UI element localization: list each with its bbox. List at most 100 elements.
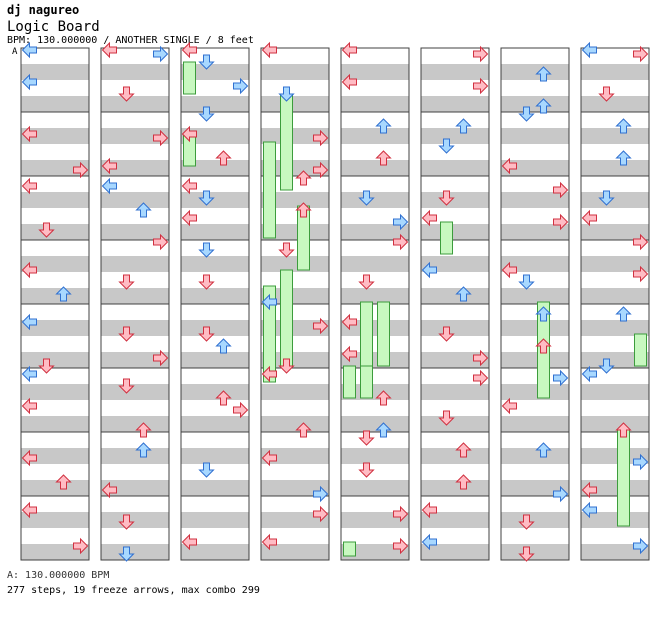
beat-stripe: [341, 512, 409, 528]
beat-stripe: [501, 288, 569, 304]
beat-stripe: [181, 320, 249, 336]
right-arrow-note: [313, 317, 329, 335]
beat-stripe: [581, 480, 649, 496]
beat-stripe: [581, 512, 649, 528]
beat-stripe: [421, 192, 489, 208]
beat-stripe: [21, 288, 89, 304]
beat-stripe: [581, 448, 649, 464]
beat-stripe: [21, 352, 89, 368]
panel-border: [580, 47, 650, 561]
beat-stripe: [341, 64, 409, 80]
beat-stripe: [181, 128, 249, 144]
left-arrow-note: [261, 41, 277, 59]
beat-stripe: [101, 96, 169, 112]
right-arrow-note: [153, 129, 169, 147]
beat-stripe: [581, 96, 649, 112]
left-arrow-note: [341, 73, 357, 91]
right-arrow-note: [553, 213, 569, 231]
panel-border: [180, 47, 250, 561]
beat-stripe: [181, 544, 249, 560]
up-arrow-note: [455, 118, 472, 134]
beat-stripe: [181, 480, 249, 496]
up-arrow-note: [135, 202, 152, 218]
down-arrow-note: [198, 54, 215, 70]
beat-stripe: [501, 64, 569, 80]
left-arrow-note: [21, 365, 37, 383]
beat-stripe: [21, 224, 89, 240]
left-arrow-note: [261, 293, 277, 311]
left-arrow-note: [581, 365, 597, 383]
down-arrow-note: [598, 86, 615, 102]
beat-stripe: [581, 224, 649, 240]
up-arrow-note: [375, 422, 392, 438]
beat-stripe: [501, 352, 569, 368]
beat-stripe: [101, 224, 169, 240]
beat-stripe: [21, 64, 89, 80]
up-arrow-note: [615, 306, 632, 322]
left-arrow-note: [21, 41, 37, 59]
up-arrow-note: [615, 150, 632, 166]
freeze-arrow: [360, 301, 373, 367]
beat-stripe: [261, 96, 329, 112]
left-arrow-note: [101, 481, 117, 499]
right-arrow-note: [313, 129, 329, 147]
song-title: Logic Board: [7, 19, 100, 35]
beat-stripe: [181, 256, 249, 272]
beat-stripe: [421, 64, 489, 80]
panel-border: [100, 47, 170, 561]
chart-stats: 277 steps, 19 freeze arrows, max combo 2…: [7, 585, 260, 596]
up-arrow-note: [55, 474, 72, 490]
beat-stripe: [181, 160, 249, 176]
beat-stripe: [341, 448, 409, 464]
beat-stripe: [341, 192, 409, 208]
down-arrow-note: [118, 86, 135, 102]
beat-stripe: [341, 480, 409, 496]
left-arrow-note: [101, 157, 117, 175]
right-arrow-note: [153, 233, 169, 251]
beat-stripe: [341, 224, 409, 240]
beat-stripe: [581, 128, 649, 144]
up-arrow-note: [135, 422, 152, 438]
down-arrow-note: [118, 514, 135, 530]
freeze-arrow: [263, 141, 276, 239]
freeze-arrow: [280, 93, 293, 191]
down-arrow-note: [278, 358, 295, 374]
beat-stripe: [421, 416, 489, 432]
up-arrow-note: [55, 286, 72, 302]
beat-stripe: [21, 96, 89, 112]
up-arrow-note: [215, 338, 232, 354]
beat-stripe: [341, 96, 409, 112]
beat-stripe: [501, 256, 569, 272]
beat-stripe: [581, 352, 649, 368]
left-arrow-note: [21, 261, 37, 279]
beat-stripe: [101, 352, 169, 368]
up-arrow-note: [455, 442, 472, 458]
beat-stripe: [21, 480, 89, 496]
left-arrow-note: [21, 313, 37, 331]
beat-stripe: [101, 416, 169, 432]
right-arrow-note: [313, 485, 329, 503]
beat-stripe: [501, 384, 569, 400]
beat-stripe: [101, 320, 169, 336]
up-arrow-note: [535, 66, 552, 82]
right-arrow-note: [473, 349, 489, 367]
up-arrow-note: [535, 98, 552, 114]
left-arrow-note: [181, 209, 197, 227]
freeze-arrow: [343, 541, 356, 557]
beat-stripe: [261, 224, 329, 240]
beat-stripe: [501, 448, 569, 464]
beat-stripe: [21, 192, 89, 208]
freeze-arrow: [617, 429, 630, 527]
down-arrow-note: [358, 190, 375, 206]
left-arrow-note: [501, 261, 517, 279]
left-arrow-note: [261, 449, 277, 467]
up-arrow-note: [615, 118, 632, 134]
freeze-arrow: [360, 365, 373, 399]
beat-stripe: [261, 128, 329, 144]
beat-stripe: [21, 160, 89, 176]
right-arrow-note: [553, 181, 569, 199]
down-arrow-note: [278, 242, 295, 258]
beat-stripe: [581, 384, 649, 400]
left-arrow-note: [581, 41, 597, 59]
